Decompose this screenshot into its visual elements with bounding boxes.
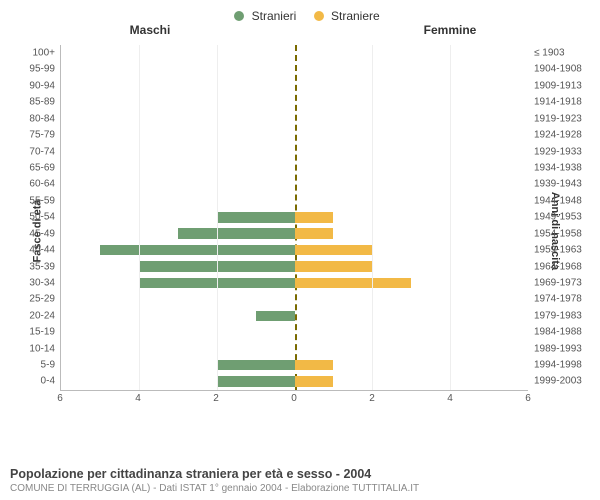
pyramid-row: 35-391964-1968 bbox=[61, 258, 528, 274]
birth-label-right: 1999-2003 bbox=[528, 376, 592, 387]
age-label-left: 80-84 bbox=[15, 113, 61, 124]
pyramid-row: 95-991904-1908 bbox=[61, 61, 528, 77]
bar-female bbox=[295, 212, 334, 223]
age-label-left: 75-79 bbox=[15, 130, 61, 141]
age-label-left: 45-49 bbox=[15, 228, 61, 239]
bar-male bbox=[217, 360, 295, 371]
bar-male bbox=[256, 311, 295, 322]
pyramid-row: 40-441959-1963 bbox=[61, 242, 528, 258]
header-female: Femmine bbox=[300, 23, 600, 37]
age-label-left: 20-24 bbox=[15, 310, 61, 321]
x-tick: 2 bbox=[369, 393, 375, 404]
birth-label-right: 1929-1933 bbox=[528, 146, 592, 157]
birth-label-right: 1984-1988 bbox=[528, 327, 592, 338]
age-label-left: 5-9 bbox=[15, 360, 61, 371]
pyramid-row: 15-191984-1988 bbox=[61, 324, 528, 340]
birth-label-right: 1924-1928 bbox=[528, 130, 592, 141]
pyramid-row: 30-341969-1973 bbox=[61, 275, 528, 291]
x-tick: 6 bbox=[525, 393, 531, 404]
age-label-left: 100+ bbox=[15, 48, 61, 59]
pyramid-row: 90-941909-1913 bbox=[61, 78, 528, 94]
pyramid-row: 0-41999-2003 bbox=[61, 373, 528, 389]
bar-male bbox=[100, 245, 295, 256]
birth-label-right: 1974-1978 bbox=[528, 294, 592, 305]
legend: Stranieri Straniere bbox=[0, 0, 600, 23]
birth-label-right: 1914-1918 bbox=[528, 97, 592, 108]
birth-label-right: 1934-1938 bbox=[528, 162, 592, 173]
pyramid-row: 20-241979-1983 bbox=[61, 308, 528, 324]
bar-rows: 100+≤ 190395-991904-190890-941909-191385… bbox=[61, 45, 528, 390]
bar-female bbox=[295, 278, 412, 289]
bar-female bbox=[295, 376, 334, 387]
bar-male bbox=[217, 376, 295, 387]
age-label-left: 70-74 bbox=[15, 146, 61, 157]
x-tick: 6 bbox=[57, 393, 63, 404]
caption-subtitle: COMUNE DI TERRUGGIA (AL) - Dati ISTAT 1°… bbox=[10, 483, 419, 494]
pyramid-row: 85-891914-1918 bbox=[61, 94, 528, 110]
column-headers: Maschi Femmine bbox=[0, 23, 600, 41]
legend-label-male: Stranieri bbox=[252, 9, 297, 23]
age-label-left: 15-19 bbox=[15, 327, 61, 338]
age-label-left: 60-64 bbox=[15, 179, 61, 190]
bar-female bbox=[295, 360, 334, 371]
bar-female bbox=[295, 228, 334, 239]
bar-male bbox=[217, 212, 295, 223]
header-male: Maschi bbox=[0, 23, 300, 37]
pyramid-row: 60-641939-1943 bbox=[61, 176, 528, 192]
legend-swatch-female bbox=[314, 11, 324, 21]
age-label-left: 50-54 bbox=[15, 212, 61, 223]
legend-label-female: Straniere bbox=[331, 9, 380, 23]
birth-label-right: 1949-1953 bbox=[528, 212, 592, 223]
pyramid-row: 5-91994-1998 bbox=[61, 357, 528, 373]
birth-label-right: 1979-1983 bbox=[528, 310, 592, 321]
birth-label-right: 1919-1923 bbox=[528, 113, 592, 124]
pyramid-row: 45-491954-1958 bbox=[61, 225, 528, 241]
pyramid-row: 80-841919-1923 bbox=[61, 111, 528, 127]
pyramid-row: 65-691934-1938 bbox=[61, 160, 528, 176]
birth-label-right: 1939-1943 bbox=[528, 179, 592, 190]
birth-label-right: ≤ 1903 bbox=[528, 48, 592, 59]
age-label-left: 90-94 bbox=[15, 80, 61, 91]
x-tick: 4 bbox=[447, 393, 453, 404]
age-label-left: 0-4 bbox=[15, 376, 61, 387]
pyramid-row: 75-791924-1928 bbox=[61, 127, 528, 143]
birth-label-right: 1954-1958 bbox=[528, 228, 592, 239]
birth-label-right: 1909-1913 bbox=[528, 80, 592, 91]
age-label-left: 10-14 bbox=[15, 343, 61, 354]
pyramid-row: 100+≤ 1903 bbox=[61, 45, 528, 61]
chart-container: Stranieri Straniere Maschi Femmine Fasce… bbox=[0, 0, 600, 500]
age-label-left: 55-59 bbox=[15, 195, 61, 206]
birth-label-right: 1964-1968 bbox=[528, 261, 592, 272]
birth-label-right: 1904-1908 bbox=[528, 64, 592, 75]
age-label-left: 40-44 bbox=[15, 245, 61, 256]
plot-area: 100+≤ 190395-991904-190890-941909-191385… bbox=[60, 45, 528, 391]
age-label-left: 95-99 bbox=[15, 64, 61, 75]
age-label-left: 65-69 bbox=[15, 162, 61, 173]
bar-male bbox=[178, 228, 295, 239]
pyramid-row: 55-591944-1948 bbox=[61, 193, 528, 209]
birth-label-right: 1994-1998 bbox=[528, 360, 592, 371]
age-label-left: 30-34 bbox=[15, 277, 61, 288]
caption-title: Popolazione per cittadinanza straniera p… bbox=[10, 467, 419, 481]
x-axis-ticks: 6 4 2 0 2 4 6 bbox=[60, 393, 528, 407]
age-label-left: 35-39 bbox=[15, 261, 61, 272]
birth-label-right: 1944-1948 bbox=[528, 195, 592, 206]
caption: Popolazione per cittadinanza straniera p… bbox=[10, 467, 419, 494]
x-tick: 2 bbox=[213, 393, 219, 404]
age-label-left: 25-29 bbox=[15, 294, 61, 305]
population-pyramid-chart: Fasce di età Anni di nascita 100+≤ 19039… bbox=[0, 41, 600, 421]
pyramid-row: 70-741929-1933 bbox=[61, 143, 528, 159]
x-tick: 4 bbox=[135, 393, 141, 404]
age-label-left: 85-89 bbox=[15, 97, 61, 108]
birth-label-right: 1969-1973 bbox=[528, 277, 592, 288]
pyramid-row: 50-541949-1953 bbox=[61, 209, 528, 225]
bar-female bbox=[295, 245, 373, 256]
bar-female bbox=[295, 261, 373, 272]
pyramid-row: 10-141989-1993 bbox=[61, 340, 528, 356]
legend-swatch-male bbox=[234, 11, 244, 21]
birth-label-right: 1959-1963 bbox=[528, 245, 592, 256]
birth-label-right: 1989-1993 bbox=[528, 343, 592, 354]
x-tick: 0 bbox=[291, 393, 297, 404]
pyramid-row: 25-291974-1978 bbox=[61, 291, 528, 307]
